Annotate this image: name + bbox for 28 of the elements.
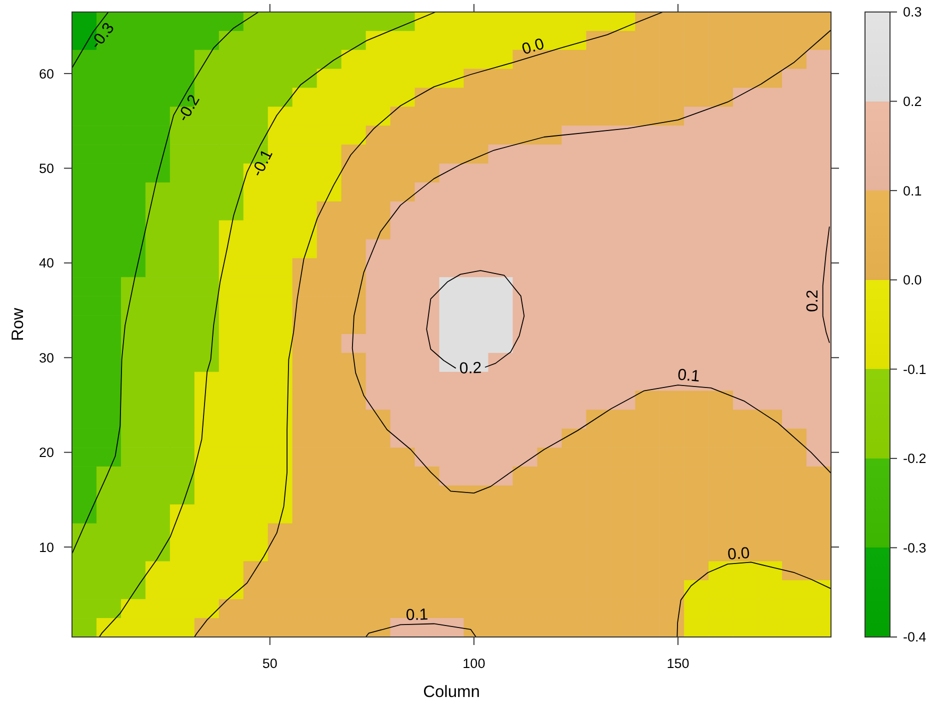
text: -0.3 xyxy=(88,20,118,52)
y-tick-label: 40 xyxy=(38,256,54,271)
x-axis-title: Column xyxy=(423,683,480,701)
color-bar-label: 0.2 xyxy=(903,94,922,110)
y-tick-label: 20 xyxy=(38,445,54,460)
text: 0.2 xyxy=(804,290,822,312)
y-tick-label: 30 xyxy=(38,350,54,366)
y-tick-label: 10 xyxy=(38,540,54,555)
y-axis-title: Row xyxy=(9,308,27,342)
series-label: 0.0 xyxy=(726,544,751,564)
color-bar-label: 0.1 xyxy=(903,183,922,198)
x-tick-label: 100 xyxy=(462,656,486,671)
series-label: 0.2 xyxy=(459,360,482,378)
x-tick-label: 50 xyxy=(262,656,278,671)
text: -0.2 xyxy=(174,92,204,125)
y-tick-label: 50 xyxy=(38,160,54,176)
color-bar-label: -0.4 xyxy=(903,630,927,645)
text: 0.0 xyxy=(520,36,546,58)
color-bar-label: -0.2 xyxy=(903,451,926,466)
color-bar-label: -0.3 xyxy=(903,540,926,556)
text: -0.1 xyxy=(248,147,276,180)
series-label: 0.1 xyxy=(676,366,701,386)
y-tick-label: 60 xyxy=(38,66,54,82)
color-bar-label: 0.0 xyxy=(903,272,922,288)
color-bar-label: 0.3 xyxy=(903,4,922,20)
color-bar-label: -0.1 xyxy=(903,362,926,377)
series-label: 0.1 xyxy=(406,606,428,624)
x-tick-label: 150 xyxy=(666,656,690,671)
